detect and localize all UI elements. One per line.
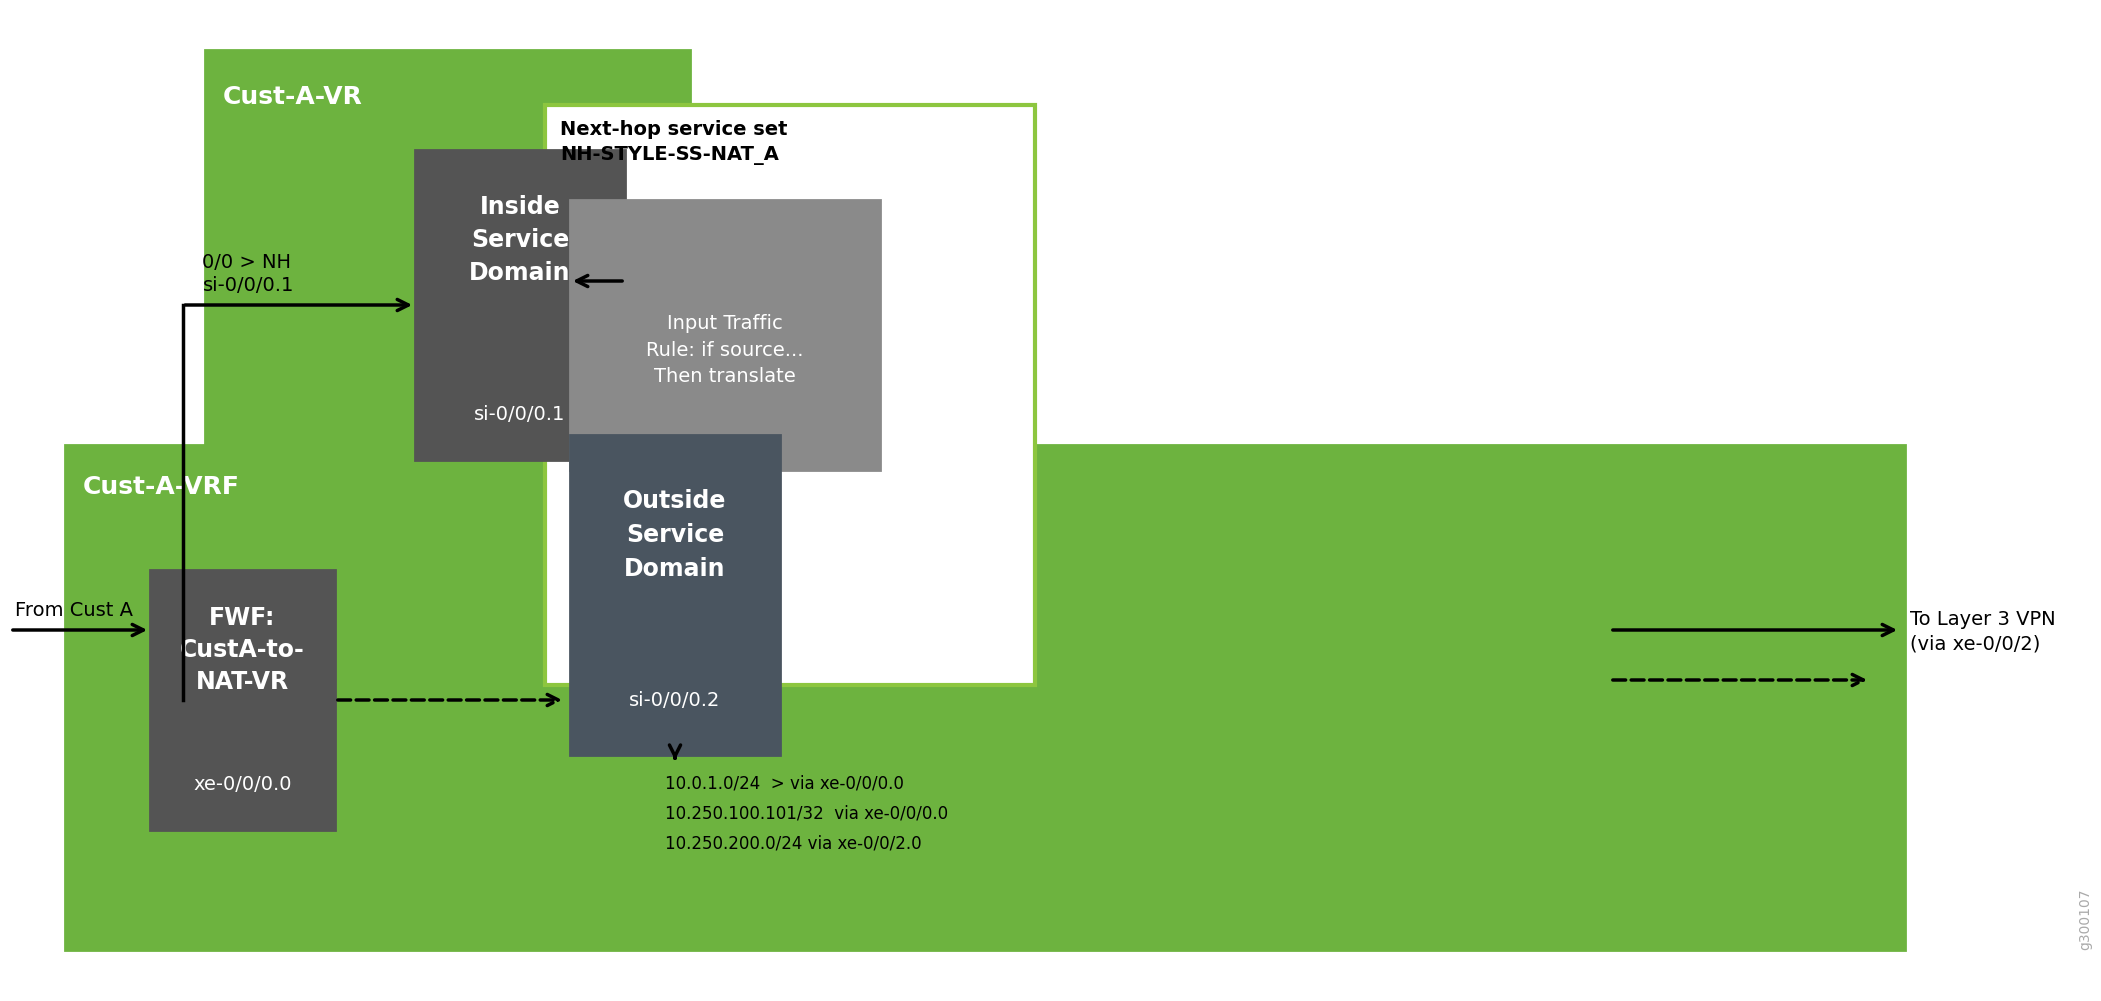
Bar: [569, 200, 880, 470]
Text: si-0/0/0.1: si-0/0/0.1: [475, 405, 565, 424]
Text: 10.250.100.101/32  via xe-0/0/0.0: 10.250.100.101/32 via xe-0/0/0.0: [666, 805, 948, 823]
Bar: [149, 570, 334, 830]
Bar: [65, 445, 1906, 950]
Text: g300107: g300107: [2078, 889, 2093, 950]
Text: 0/0 > NH
si-0/0/0.1: 0/0 > NH si-0/0/0.1: [202, 252, 294, 295]
Text: FWF:
CustA-to-
NAT-VR: FWF: CustA-to- NAT-VR: [181, 607, 305, 694]
Text: 10.0.1.0/24  > via xe-0/0/0.0: 10.0.1.0/24 > via xe-0/0/0.0: [666, 775, 903, 793]
Text: To Layer 3 VPN
(via xe-0/0/2): To Layer 3 VPN (via xe-0/0/2): [1910, 610, 2055, 654]
Bar: [569, 435, 779, 755]
Bar: [416, 150, 624, 460]
Text: 10.250.200.0/24 via xe-0/0/2.0: 10.250.200.0/24 via xe-0/0/2.0: [666, 835, 922, 853]
Text: Next-hop service set
NH-STYLE-SS-NAT_A: Next-hop service set NH-STYLE-SS-NAT_A: [561, 120, 788, 165]
Text: xe-0/0/0.0: xe-0/0/0.0: [193, 776, 292, 795]
Text: Outside
Service
Domain: Outside Service Domain: [624, 489, 727, 581]
Text: Inside
Service
Domain: Inside Service Domain: [469, 194, 571, 285]
Text: Cust-A-VR: Cust-A-VR: [223, 85, 363, 109]
Text: Input Traffic
Rule: if source...
Then translate: Input Traffic Rule: if source... Then tr…: [647, 314, 805, 386]
Text: si-0/0/0.2: si-0/0/0.2: [630, 691, 721, 710]
Bar: [206, 50, 689, 540]
Text: Cust-A-VRF: Cust-A-VRF: [84, 475, 240, 499]
Text: From Cust A: From Cust A: [15, 601, 132, 620]
Bar: [544, 105, 1036, 685]
